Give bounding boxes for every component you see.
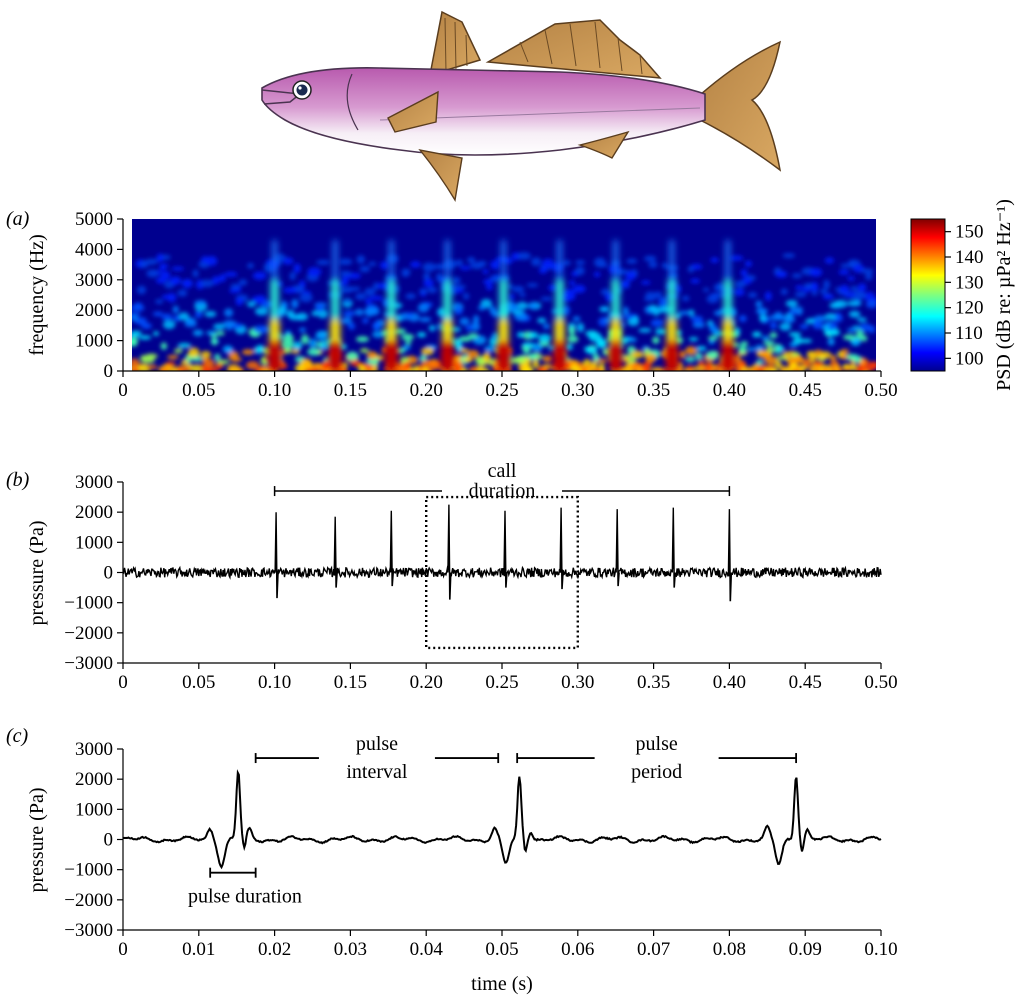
spectrogram-pulse-7 <box>664 240 679 371</box>
panel-a-x-tick-5: 0.25 <box>485 380 518 401</box>
panel-b-x-tick-2: 0.10 <box>258 672 291 693</box>
spectrogram-pulse-5 <box>552 240 567 371</box>
spectrogram-pulse-0 <box>267 240 282 371</box>
panel-a-x-tick-7: 0.35 <box>637 380 670 401</box>
panel-a-x-tick-9: 0.45 <box>789 380 822 401</box>
panel-a-x-tick-3: 0.15 <box>334 380 367 401</box>
panel-c-x-tick-0: 0 <box>118 939 128 960</box>
panel-b-y-tick-1: 2000 <box>75 502 113 523</box>
colorbar-tick-3: 130 <box>955 272 984 293</box>
spectrogram-noise <box>132 252 876 371</box>
panel-a-label: (a) <box>6 208 30 230</box>
spectrogram-pulse-2 <box>384 240 399 371</box>
panel-b-x-tick-6: 0.30 <box>561 672 594 693</box>
panel-c-x-label: time (s) <box>471 973 533 995</box>
panel-c-y-tick-0: 3000 <box>75 739 113 760</box>
panel-b-y-tick-3: 0 <box>104 563 114 584</box>
panel-c-x-tick-6: 0.06 <box>561 939 594 960</box>
panel-b-y-label: pressure (Pa) <box>26 521 48 626</box>
panel-c-x-tick-2: 0.02 <box>258 939 291 960</box>
panel-b-x-tick-8: 0.40 <box>713 672 746 693</box>
colorbar-tick-5: 150 <box>955 222 984 243</box>
panel-c-y-tick-4: −1000 <box>64 860 113 881</box>
panel-b-x-tick-5: 0.25 <box>485 672 518 693</box>
call-duration-label-2: duration <box>469 480 536 502</box>
panel-c-y-label: pressure (Pa) <box>26 788 48 893</box>
panel-a-x-tick-0: 0 <box>118 380 128 401</box>
colorbar-tick-4: 140 <box>955 247 984 268</box>
panel-c-y-tick-5: −2000 <box>64 890 113 911</box>
panel-a-x-tick-8: 0.40 <box>713 380 746 401</box>
panel-c: (c) 0 0.01 0.02 0.03 0.04 0.05 0.06 0.07 0.08 0.0… <box>6 725 898 995</box>
panel-a-x-tick-1: 0.05 <box>182 380 215 401</box>
colorbar-tick-2: 120 <box>955 298 984 319</box>
pulse-interval-label-1: pulse <box>356 733 398 755</box>
colorbar-label: PSD (dB re: µPa² Hz⁻¹) <box>993 199 1015 391</box>
spectrogram-pulse-3 <box>440 240 455 371</box>
panel-c-label: (c) <box>6 725 29 747</box>
spectrogram-pulse-6 <box>608 240 623 371</box>
spectrogram-pulse-4 <box>496 240 511 371</box>
panel-c-waveform <box>122 769 882 870</box>
panel-c-x-tick-5: 0.05 <box>485 939 518 960</box>
panel-a: (a) 0 0.05 0.10 0.15 0.20 0.25 0.30 0.35 0.40 0.4… <box>6 199 1015 401</box>
call-duration-label-1: call <box>488 460 517 482</box>
spectrogram-pulse-1 <box>328 240 343 371</box>
panel-a-x-tick-10: 0.50 <box>864 380 897 401</box>
panel-b-x-tick-1: 0.05 <box>182 672 215 693</box>
panel-c-y-tick-2: 1000 <box>75 799 113 820</box>
zoom-box <box>425 495 580 650</box>
panel-a-y-tick-2: 3000 <box>75 270 113 291</box>
spectrogram <box>132 240 876 371</box>
panel-b-x-tick-4: 0.20 <box>410 672 443 693</box>
panel-b-y-tick-2: 1000 <box>75 532 113 553</box>
panel-b-y-tick-5: −2000 <box>64 623 113 644</box>
panel-b-label: (b) <box>6 469 30 491</box>
fish-illustration <box>261 10 782 202</box>
pulse-duration-label: pulse duration <box>188 886 302 908</box>
panel-c-x-tick-8: 0.08 <box>713 939 746 960</box>
colorbar-tick-0: 100 <box>955 348 984 369</box>
panel-a-x-tick-4: 0.20 <box>410 380 443 401</box>
panel-b-x-tick-3: 0.15 <box>334 672 367 693</box>
panel-a-y-tick-4: 1000 <box>75 331 113 352</box>
colorbar-tick-1: 110 <box>955 323 983 344</box>
panel-b: (b) 0 0.05 0.10 0.15 0.20 0.25 0.30 0.35 0.40 0.4… <box>6 460 898 693</box>
panel-b-waveform <box>122 504 882 602</box>
panel-c-x-tick-1: 0.01 <box>182 939 215 960</box>
panel-b-y-tick-6: −3000 <box>64 653 113 674</box>
panel-c-x-tick-3: 0.03 <box>334 939 367 960</box>
panel-a-y-label: frequency (Hz) <box>26 234 48 356</box>
panel-b-y-tick-4: −1000 <box>64 593 113 614</box>
spectrogram-pulse-8 <box>720 240 735 371</box>
panel-a-x-tick-6: 0.30 <box>561 380 594 401</box>
panel-b-x-tick-10: 0.50 <box>864 672 897 693</box>
panel-a-y-tick-5: 0 <box>104 361 114 382</box>
panel-a-x-tick-2: 0.10 <box>258 380 291 401</box>
colorbar <box>910 218 946 372</box>
panel-a-y-tick-1: 4000 <box>75 239 113 260</box>
panel-a-y-tick-3: 2000 <box>75 300 113 321</box>
panel-c-x-tick-10: 0.10 <box>864 939 897 960</box>
pulse-period-label-2: period <box>631 761 682 783</box>
panel-b-y-tick-0: 3000 <box>75 472 113 493</box>
call-duration-annotation <box>273 486 731 497</box>
panel-c-y-tick-3: 0 <box>104 830 114 851</box>
panel-b-x-tick-0: 0 <box>118 672 128 693</box>
panel-c-x-tick-9: 0.09 <box>789 939 822 960</box>
panel-c-y-tick-1: 2000 <box>75 769 113 790</box>
panel-c-x-tick-4: 0.04 <box>410 939 444 960</box>
panel-c-y-tick-6: −3000 <box>64 920 113 941</box>
spectrogram-pulses <box>267 240 735 371</box>
panel-a-y-tick-0: 5000 <box>75 209 113 230</box>
panel-c-x-tick-7: 0.07 <box>637 939 670 960</box>
pulse-period-label-1: pulse <box>636 733 678 755</box>
panel-b-x-tick-9: 0.45 <box>789 672 822 693</box>
panel-b-x-tick-7: 0.35 <box>637 672 670 693</box>
pulse-interval-label-2: interval <box>346 761 408 783</box>
